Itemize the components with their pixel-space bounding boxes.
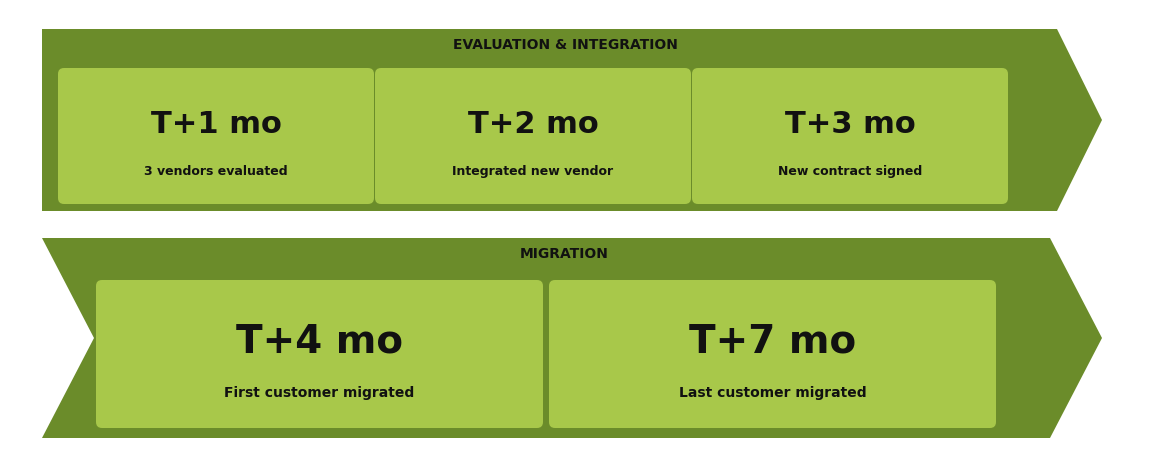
Polygon shape [43,30,1102,212]
Polygon shape [43,238,1102,438]
Text: MIGRATION: MIGRATION [520,246,608,260]
FancyBboxPatch shape [375,69,691,205]
Text: T+1 mo: T+1 mo [151,110,282,139]
Text: T+7 mo: T+7 mo [689,322,856,360]
Text: New contract signed: New contract signed [777,165,922,178]
Text: 3 vendors evaluated: 3 vendors evaluated [144,165,288,178]
FancyBboxPatch shape [58,69,374,205]
FancyBboxPatch shape [692,69,1009,205]
Text: First customer migrated: First customer migrated [224,385,415,399]
Text: T+3 mo: T+3 mo [784,110,915,139]
Text: T+4 mo: T+4 mo [236,322,402,360]
FancyBboxPatch shape [95,281,543,428]
Text: Integrated new vendor: Integrated new vendor [452,165,614,178]
Text: T+2 mo: T+2 mo [468,110,598,139]
Text: EVALUATION & INTEGRATION: EVALUATION & INTEGRATION [453,38,677,52]
FancyBboxPatch shape [549,281,996,428]
Text: Last customer migrated: Last customer migrated [678,385,866,399]
